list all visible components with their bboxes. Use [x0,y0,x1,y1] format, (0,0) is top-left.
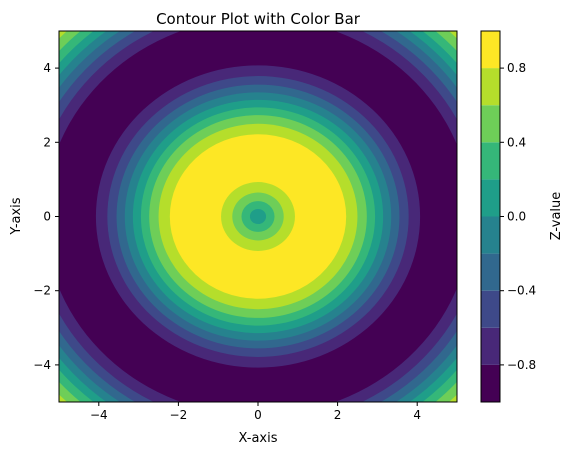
x-axis: −4 −2 0 2 4 [90,402,421,422]
colorbar-label: Z-value [549,192,564,241]
colorbar-axis: −0.8 −0.4 0.0 0.4 0.8 [500,61,536,372]
x-tick-label: 2 [334,408,342,422]
x-tick-label: 0 [254,408,262,422]
y-tick-label: −2 [33,284,51,298]
x-axis-label: X-axis [239,431,278,446]
y-tick-label: 4 [43,61,51,75]
colorbar-tick-label: 0.4 [507,135,526,149]
colorbar-segment [481,364,500,402]
colorbar-segment [481,68,500,106]
chart-title: Contour Plot with Color Bar [156,10,361,28]
colorbar-tick-label: −0.8 [507,358,536,372]
x-tick-label: 4 [413,408,421,422]
x-tick-label: −4 [90,408,108,422]
colorbar-segment [481,253,500,291]
colorbar-segment [481,142,500,180]
colorbar-tick-label: −0.4 [507,284,536,298]
colorbar-segment [481,105,500,143]
colorbar-tick-label: 0.0 [507,210,526,224]
y-tick-label: −4 [33,358,51,372]
colorbar-segment [481,31,500,69]
colorbar-segment [481,290,500,328]
x-tick-label: −2 [170,408,188,422]
y-tick-label: 2 [43,135,51,149]
contour-band [249,208,267,225]
colorbar-segment [481,216,500,254]
y-axis: −4 −2 0 2 4 [33,61,59,372]
colorbar [480,30,501,403]
colorbar-segment [481,327,500,365]
colorbar-tick-label: 0.8 [507,61,526,75]
y-axis-label: Y-axis [9,197,24,235]
y-tick-label: 0 [43,210,51,224]
colorbar-segment [481,179,500,217]
